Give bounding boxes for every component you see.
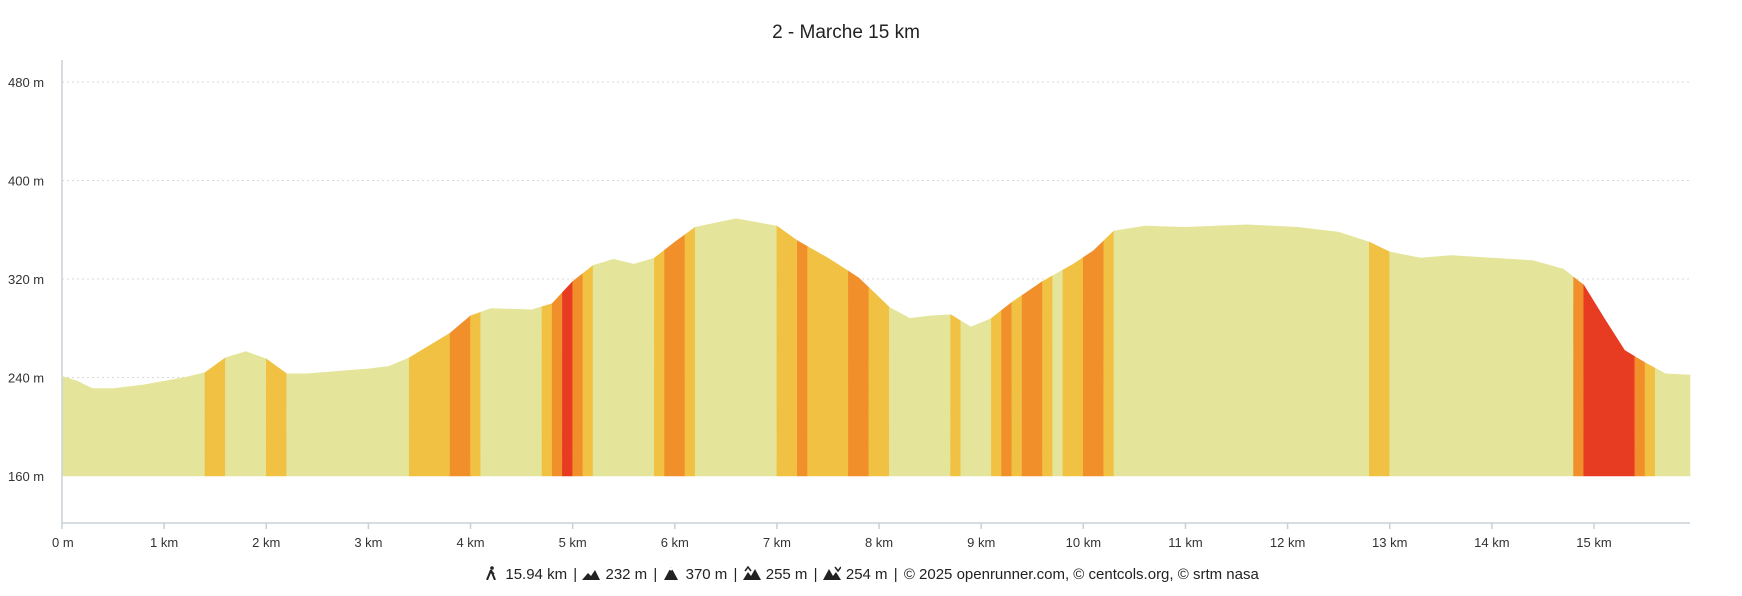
x-tick-label: 8 km [865, 535, 893, 550]
grade-band [480, 306, 543, 477]
grade-band [848, 270, 870, 477]
x-tick-label: 1 km [150, 535, 178, 550]
grade-band [582, 264, 594, 477]
grade-band [654, 249, 665, 477]
y-tick-label: 320 m [8, 272, 44, 287]
grade-band [1021, 280, 1043, 477]
x-axis-ticks: 0 m 1 km 2 km 3 km 4 km 5 km 6 km 7 km 8 km 9 km 1… [52, 523, 1612, 550]
grade-band [888, 306, 951, 477]
high-peak-icon [664, 567, 679, 580]
grade-band [1062, 256, 1084, 477]
grade-band [694, 218, 778, 477]
x-tick-label: 14 km [1474, 535, 1509, 550]
elevation-loss-value: 254 m [845, 566, 888, 583]
grade-band [204, 357, 226, 477]
grade-band [1389, 251, 1574, 477]
x-tick-label: 13 km [1372, 535, 1407, 550]
grade-band [797, 240, 808, 477]
separator: | [733, 566, 738, 583]
separator: | [893, 566, 898, 583]
x-tick-label: 0 m [52, 535, 74, 550]
grade-band [61, 372, 206, 477]
grade-band [1082, 240, 1105, 477]
descent-icon [822, 566, 841, 580]
grade-band [807, 246, 849, 477]
separator: | [813, 566, 818, 583]
grade-band [449, 315, 471, 477]
grade-band [265, 358, 288, 477]
min-elevation-value: 232 m [605, 566, 648, 583]
grade-band [684, 226, 696, 477]
axes [61, 60, 1690, 524]
chart-title: 2 - Marche 15 km [772, 22, 920, 43]
grade-band [1644, 362, 1656, 477]
x-tick-label: 15 km [1576, 535, 1611, 550]
x-tick-label: 3 km [354, 535, 382, 550]
grade-band [286, 357, 410, 477]
grade-band [1113, 224, 1370, 477]
grade-band [1011, 294, 1023, 477]
credits-text: © 2025 openrunner.com, © centcols.org, ©… [903, 566, 1259, 583]
route-stats-footer: 15.94 km | 232 m | 370 m | 255 m | 254 m… [0, 566, 1742, 583]
grade-band [1042, 275, 1054, 477]
grade-band [1369, 241, 1391, 477]
x-tick-label: 10 km [1066, 535, 1101, 550]
grade-band [950, 314, 962, 477]
x-tick-label: 5 km [559, 535, 587, 550]
grade-band [541, 303, 553, 477]
grade-band [1052, 269, 1064, 477]
grade-band [225, 351, 267, 477]
grade-band [1654, 367, 1691, 477]
x-tick-label: 12 km [1270, 535, 1305, 550]
grade-band [562, 280, 574, 477]
y-tick-label: 400 m [8, 174, 44, 189]
x-tick-label: 2 km [252, 535, 280, 550]
y-tick-label: 480 m [8, 75, 44, 90]
x-tick-label: 4 km [456, 535, 484, 550]
elevation-gain-value: 255 m [765, 566, 808, 583]
grade-band [592, 257, 655, 477]
grade-band [470, 311, 482, 477]
grade-band [868, 286, 890, 477]
grade-band [1583, 284, 1636, 477]
grade-bands [61, 218, 1691, 477]
grade-band [1634, 356, 1646, 477]
grade-band [776, 225, 798, 477]
grade-band [664, 234, 686, 477]
x-tick-label: 9 km [967, 535, 995, 550]
x-tick-label: 7 km [763, 535, 791, 550]
grade-band [991, 309, 1002, 477]
ascent-icon [742, 566, 761, 580]
grade-band [1103, 230, 1115, 477]
x-tick-label: 11 km [1168, 535, 1202, 550]
grade-band [1573, 276, 1585, 477]
y-tick-label: 240 m [8, 371, 44, 386]
grade-band [960, 317, 992, 477]
grade-band [551, 291, 563, 477]
grade-band [408, 332, 451, 477]
separator: | [653, 566, 658, 583]
hiker-icon [486, 566, 497, 580]
low-peak-icon [582, 570, 601, 580]
y-tick-label: 160 m [8, 469, 44, 484]
distance-value: 15.94 km [505, 566, 568, 583]
max-elevation-value: 370 m [685, 566, 728, 583]
y-axis-ticks: 160 m 240 m 320 m 400 m 480 m [8, 75, 44, 484]
separator: | [573, 566, 578, 583]
grade-band [572, 272, 584, 477]
x-tick-label: 6 km [661, 535, 689, 550]
grade-band [1001, 301, 1013, 477]
